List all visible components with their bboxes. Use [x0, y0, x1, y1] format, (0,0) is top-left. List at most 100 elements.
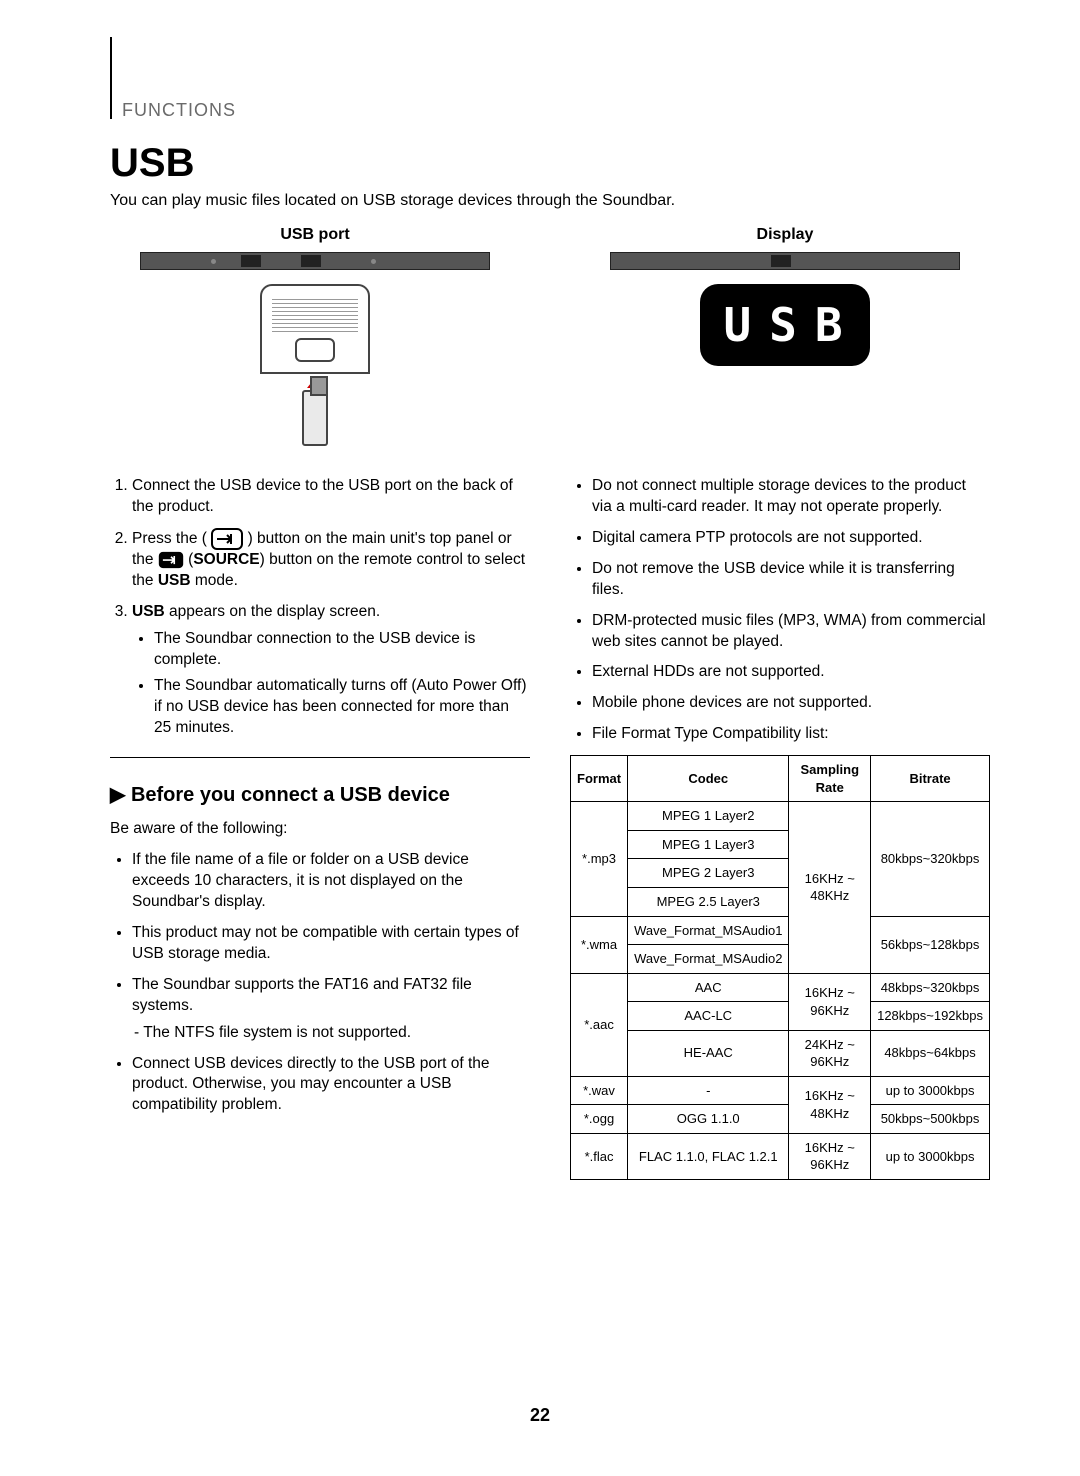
- cell-bitrate: up to 3000kbps: [871, 1133, 990, 1179]
- cell-rate: 16KHz ~ 48KHz: [789, 802, 871, 973]
- display-caption: Display: [757, 226, 814, 244]
- cell-codec: Wave_Format_MSAudio1: [628, 916, 789, 945]
- step-2-end: mode.: [191, 572, 238, 589]
- cell-format: *.mp3: [571, 802, 628, 916]
- cell-rate: 16KHz ~ 96KHz: [789, 1133, 871, 1179]
- bc-item-text: The Soundbar supports the FAT16 and FAT3…: [132, 976, 472, 1014]
- cell-rate: 24KHz ~ 96KHz: [789, 1030, 871, 1076]
- display-glyph: U: [723, 298, 755, 352]
- th-bitrate: Bitrate: [871, 756, 990, 802]
- note-item: Digital camera PTP protocols are not sup…: [592, 528, 990, 549]
- step-3: USB appears on the display screen. The S…: [132, 602, 530, 740]
- manual-page: FUNCTIONS USB You can play music files l…: [0, 0, 1080, 1476]
- cell-rate: 16KHz ~ 48KHz: [789, 1076, 871, 1133]
- page-title: USB: [110, 141, 990, 186]
- soundbar-display-illustration: [610, 252, 960, 270]
- figure-row: USB port Display U S B: [110, 226, 990, 446]
- display-readout: U S B: [700, 284, 870, 366]
- step-1: Connect the USB device to the USB port o…: [132, 476, 530, 518]
- table-row: *.ogg OGG 1.1.0 50kbps~500kbps: [571, 1105, 990, 1134]
- cell-bitrate: 50kbps~500kbps: [871, 1105, 990, 1134]
- table-row: *.wav - 16KHz ~ 48KHz up to 3000kbps: [571, 1076, 990, 1105]
- note-item: Mobile phone devices are not supported.: [592, 693, 990, 714]
- before-connect-list: If the file name of a file or folder on …: [110, 850, 530, 1116]
- table-row: *.wma Wave_Format_MSAudio1 56kbps~128kbp…: [571, 916, 990, 945]
- unit-top-illustration: [260, 284, 370, 374]
- figure-usb-port: USB port: [110, 226, 520, 446]
- cell-codec: FLAC 1.1.0, FLAC 1.2.1: [628, 1133, 789, 1179]
- note-item: DRM-protected music files (MP3, WMA) fro…: [592, 611, 990, 653]
- step-3-sublist: The Soundbar connection to the USB devic…: [132, 629, 530, 740]
- source-label: SOURCE: [193, 551, 259, 568]
- compatibility-table: Format Codec Sampling Rate Bitrate *.mp3…: [570, 755, 990, 1180]
- cell-rate: 16KHz ~ 96KHz: [789, 973, 871, 1030]
- th-rate: Sampling Rate: [789, 756, 871, 802]
- cell-codec: MPEG 1 Layer3: [628, 830, 789, 859]
- be-aware-text: Be aware of the following:: [110, 819, 530, 840]
- intro-text: You can play music files located on USB …: [110, 192, 990, 210]
- cell-bitrate: 48kbps~320kbps: [871, 973, 990, 1002]
- cell-codec: AAC: [628, 973, 789, 1002]
- cell-bitrate: up to 3000kbps: [871, 1076, 990, 1105]
- cell-bitrate: 48kbps~64kbps: [871, 1030, 990, 1076]
- source-arrow-icon: [211, 528, 243, 550]
- table-row: AAC-LC 128kbps~192kbps: [571, 1002, 990, 1031]
- before-connect-heading: Before you connect a USB device: [110, 782, 530, 809]
- note-item: External HDDs are not supported.: [592, 662, 990, 683]
- cell-format: *.ogg: [571, 1105, 628, 1134]
- table-row: *.aac AAC 16KHz ~ 96KHz 48kbps~320kbps: [571, 973, 990, 1002]
- note-item: Do not connect multiple storage devices …: [592, 476, 990, 518]
- display-glyph: S: [769, 298, 801, 352]
- cell-bitrate: 128kbps~192kbps: [871, 1002, 990, 1031]
- section-label: FUNCTIONS: [122, 100, 990, 121]
- bc-item: The Soundbar supports the FAT16 and FAT3…: [132, 975, 530, 1044]
- vertical-rule: [110, 37, 120, 119]
- cell-format: *.wav: [571, 1076, 628, 1105]
- cell-codec: OGG 1.1.0: [628, 1105, 789, 1134]
- usb-label: USB: [158, 572, 191, 589]
- cell-codec: MPEG 2.5 Layer3: [628, 887, 789, 916]
- cell-codec: MPEG 1 Layer2: [628, 802, 789, 831]
- cell-format: *.aac: [571, 973, 628, 1076]
- step-2: Press the ( ) button on the main unit's …: [132, 528, 530, 592]
- bc-item-sub: - The NTFS file system is not supported.: [134, 1023, 530, 1044]
- cell-codec: Wave_Format_MSAudio2: [628, 945, 789, 974]
- table-row: *.mp3 MPEG 1 Layer2 16KHz ~ 48KHz 80kbps…: [571, 802, 990, 831]
- display-glyph: B: [815, 298, 847, 352]
- divider: [110, 757, 530, 758]
- right-notes-list: Do not connect multiple storage devices …: [570, 476, 990, 745]
- left-column: Connect the USB device to the USB port o…: [110, 476, 530, 1180]
- cell-codec: AAC-LC: [628, 1002, 789, 1031]
- cell-format: *.wma: [571, 916, 628, 973]
- usb-stick-illustration: [302, 390, 328, 446]
- source-arrow-icon: [158, 551, 184, 569]
- cell-format: *.flac: [571, 1133, 628, 1179]
- right-column: Do not connect multiple storage devices …: [570, 476, 990, 1180]
- th-codec: Codec: [628, 756, 789, 802]
- note-item: File Format Type Compatibility list:: [592, 724, 990, 745]
- cell-bitrate: 56kbps~128kbps: [871, 916, 990, 973]
- step-3a: The Soundbar connection to the USB devic…: [154, 629, 530, 671]
- cell-codec: -: [628, 1076, 789, 1105]
- th-format: Format: [571, 756, 628, 802]
- bc-item: If the file name of a file or folder on …: [132, 850, 530, 913]
- steps-list: Connect the USB device to the USB port o…: [110, 476, 530, 739]
- step-3b: The Soundbar automatically turns off (Au…: [154, 676, 530, 739]
- bc-item: This product may not be compatible with …: [132, 923, 530, 965]
- note-item: Do not remove the USB device while it is…: [592, 559, 990, 601]
- step-3-rest: appears on the display screen.: [165, 603, 380, 620]
- table-header-row: Format Codec Sampling Rate Bitrate: [571, 756, 990, 802]
- cell-codec: MPEG 2 Layer3: [628, 859, 789, 888]
- soundbar-front-illustration: [140, 252, 490, 270]
- usb-port-caption: USB port: [280, 226, 349, 244]
- cell-bitrate: 80kbps~320kbps: [871, 802, 990, 916]
- page-number: 22: [0, 1405, 1080, 1426]
- step-2-pre: Press the (: [132, 530, 207, 547]
- bc-item: Connect USB devices directly to the USB …: [132, 1054, 530, 1117]
- figure-display: Display U S B: [580, 226, 990, 446]
- cell-codec: HE-AAC: [628, 1030, 789, 1076]
- step-3-bold: USB: [132, 603, 165, 620]
- table-row: *.flac FLAC 1.1.0, FLAC 1.2.1 16KHz ~ 96…: [571, 1133, 990, 1179]
- content-columns: Connect the USB device to the USB port o…: [110, 476, 990, 1180]
- table-row: HE-AAC 24KHz ~ 96KHz 48kbps~64kbps: [571, 1030, 990, 1076]
